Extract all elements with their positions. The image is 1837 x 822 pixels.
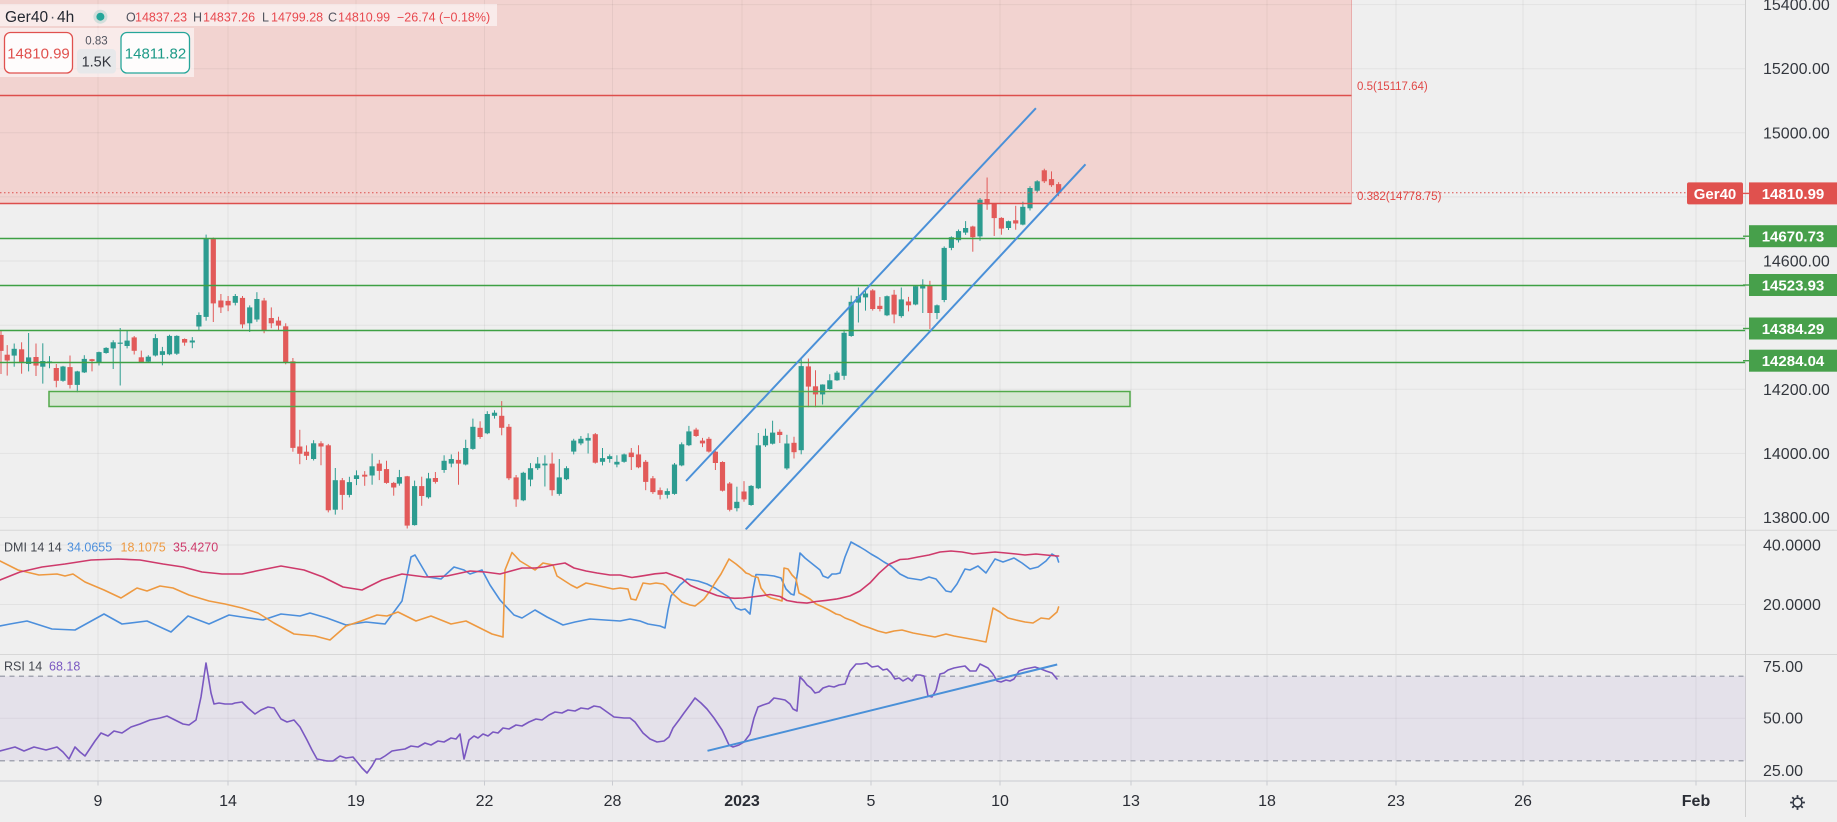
svg-text:25.00: 25.00: [1763, 763, 1803, 780]
svg-text:14200.00: 14200.00: [1763, 382, 1830, 399]
svg-text:34.0655: 34.0655: [67, 541, 112, 555]
svg-text:75.00: 75.00: [1763, 659, 1803, 676]
svg-text:4h: 4h: [57, 9, 74, 26]
svg-text:19: 19: [347, 793, 365, 810]
svg-text:13800.00: 13800.00: [1763, 510, 1830, 527]
svg-text:14523.93: 14523.93: [1762, 278, 1825, 295]
svg-text:14810.99: 14810.99: [338, 11, 390, 25]
svg-text:14810.99: 14810.99: [7, 46, 70, 63]
svg-text:14600.00: 14600.00: [1763, 254, 1830, 271]
svg-text:H: H: [193, 11, 202, 25]
svg-text:14837.23: 14837.23: [135, 11, 187, 25]
svg-text:O: O: [126, 11, 136, 25]
svg-text:·: ·: [50, 9, 55, 26]
svg-text:0.382(14778.75): 0.382(14778.75): [1357, 191, 1442, 203]
svg-text:9: 9: [94, 793, 103, 810]
svg-text:C: C: [328, 11, 337, 25]
svg-text:40.0000: 40.0000: [1763, 538, 1821, 555]
svg-text:14: 14: [219, 793, 237, 810]
svg-text:0.5(15117.64): 0.5(15117.64): [1357, 81, 1428, 93]
svg-text:22: 22: [476, 793, 494, 810]
svg-text:RSI 14: RSI 14: [4, 660, 42, 674]
svg-text:35.4270: 35.4270: [173, 541, 218, 555]
svg-text:14799.28: 14799.28: [271, 11, 323, 25]
svg-text:15400.00: 15400.00: [1763, 0, 1830, 14]
svg-text:23: 23: [1387, 793, 1405, 810]
svg-text:14000.00: 14000.00: [1763, 446, 1830, 463]
svg-text:15200.00: 15200.00: [1763, 61, 1830, 78]
svg-text:14670.73: 14670.73: [1762, 229, 1825, 246]
svg-text:20.0000: 20.0000: [1763, 597, 1821, 614]
svg-text:13: 13: [1122, 793, 1140, 810]
svg-text:15000.00: 15000.00: [1763, 125, 1830, 142]
svg-text:10: 10: [991, 793, 1009, 810]
svg-text:28: 28: [604, 793, 622, 810]
svg-text:1.5K: 1.5K: [82, 55, 112, 71]
svg-text:68.18: 68.18: [49, 660, 80, 674]
svg-text:14811.82: 14811.82: [125, 46, 186, 63]
svg-text:DMI 14 14: DMI 14 14: [4, 541, 62, 555]
svg-text:14284.04: 14284.04: [1762, 353, 1825, 370]
svg-text:Feb: Feb: [1682, 793, 1711, 810]
svg-text:2023: 2023: [724, 793, 760, 810]
svg-text:50.00: 50.00: [1763, 711, 1803, 728]
svg-text:Ger40: Ger40: [5, 9, 48, 26]
svg-text:14837.26: 14837.26: [203, 11, 255, 25]
svg-text:14810.99: 14810.99: [1762, 186, 1825, 203]
svg-text:5: 5: [867, 793, 876, 810]
svg-text:L: L: [262, 11, 269, 25]
svg-text:Ger40: Ger40: [1694, 186, 1737, 203]
svg-text:14384.29: 14384.29: [1762, 321, 1825, 338]
svg-text:18: 18: [1258, 793, 1276, 810]
svg-text:0.83: 0.83: [85, 36, 107, 48]
svg-text:18.1075: 18.1075: [121, 541, 166, 555]
svg-text:26: 26: [1514, 793, 1532, 810]
svg-text:−26.74 (−0.18%): −26.74 (−0.18%): [397, 11, 490, 25]
